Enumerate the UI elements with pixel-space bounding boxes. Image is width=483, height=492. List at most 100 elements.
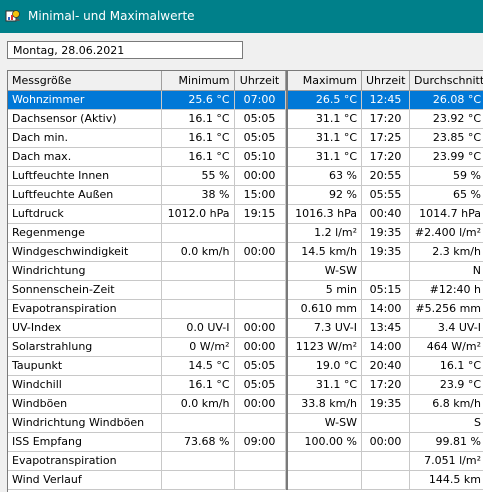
cell-messgroesse: Taupunkt <box>8 356 162 376</box>
column-separator <box>285 280 288 300</box>
table-row[interactable]: Windrichtung W-SW N <box>8 261 483 281</box>
cell-messgroesse: Dachsensor (Aktiv) <box>8 109 162 129</box>
table-row[interactable]: Dachsensor (Aktiv) 16.1 °C 05:05 31.1 °C 17:… <box>8 109 483 129</box>
cell-messgroesse: Dach max. <box>8 147 162 167</box>
cell-maximum: 1.2 l/m² <box>286 223 362 243</box>
cell-uhrzeit-max <box>361 413 410 433</box>
cell-durchschnitt: 99.81 % <box>409 432 483 452</box>
table-row[interactable]: Windgeschwindigkeit 0.0 km/h 00:00 14.5 km/… <box>8 242 483 262</box>
table-row[interactable]: Luftdruck 1012.0 hPa 19:15 1016.3 hPa 00:40 1… <box>8 204 483 224</box>
cell-maximum: 1123 W/m² <box>286 337 362 357</box>
column-separator <box>285 128 288 148</box>
cell-minimum <box>161 261 235 281</box>
cell-uhrzeit-min <box>234 299 286 319</box>
table-row[interactable]: Wind Verlauf 144.5 km <box>8 470 483 490</box>
cell-messgroesse: Windrichtung Windböen <box>8 413 162 433</box>
date-field[interactable]: Montag, 28.06.2021 <box>7 41 243 59</box>
cell-uhrzeit-min: 00:00 <box>234 166 286 186</box>
table-row[interactable]: Evapotranspiration 7.051 l/m² <box>8 451 483 471</box>
cell-minimum: 16.1 °C <box>161 109 235 129</box>
column-separator <box>285 394 288 414</box>
column-separator <box>285 71 288 91</box>
cell-minimum: 0 W/m² <box>161 337 235 357</box>
table-row[interactable]: Windböen 0.0 km/h 00:00 33.8 km/h 19:35 6.8 k… <box>8 394 483 414</box>
cell-uhrzeit-max: 19:35 <box>361 394 410 414</box>
cell-maximum: 31.1 °C <box>286 109 362 129</box>
cell-durchschnitt: 16.1 °C <box>409 356 483 376</box>
cell-maximum <box>286 470 362 490</box>
column-header-uhrzeit-max[interactable]: Uhrzeit <box>361 71 410 91</box>
cell-maximum: 33.8 km/h <box>286 394 362 414</box>
column-separator <box>285 356 288 376</box>
cell-durchschnitt: 144.5 km <box>409 470 483 490</box>
table-row[interactable]: Taupunkt 14.5 °C 05:05 19.0 °C 20:40 16.1 °C <box>8 356 483 376</box>
column-separator <box>285 90 288 110</box>
column-separator <box>285 166 288 186</box>
column-header-uhrzeit-min[interactable]: Uhrzeit <box>234 71 286 91</box>
cell-uhrzeit-min: 05:05 <box>234 375 286 395</box>
cell-messgroesse: Dach min. <box>8 128 162 148</box>
table-row[interactable]: ISS Empfang 73.68 % 09:00 100.00 % 00:00 99.8… <box>8 432 483 452</box>
cell-minimum <box>161 413 235 433</box>
cell-maximum: 31.1 °C <box>286 128 362 148</box>
table-row[interactable]: Dach min. 16.1 °C 05:05 31.1 °C 17:25 23.85 °… <box>8 128 483 148</box>
cell-messgroesse: Luftdruck <box>8 204 162 224</box>
cell-minimum <box>161 223 235 243</box>
column-separator <box>285 109 288 129</box>
cell-messgroesse: Evapotranspiration <box>8 451 162 471</box>
column-header-minimum[interactable]: Minimum <box>161 71 235 91</box>
cell-minimum: 16.1 °C <box>161 128 235 148</box>
column-separator <box>285 147 288 167</box>
cell-maximum: 14.5 km/h <box>286 242 362 262</box>
table-row[interactable]: Luftfeuchte Innen 55 % 00:00 63 % 20:55 59 % <box>8 166 483 186</box>
cell-durchschnitt: 1014.7 hPa <box>409 204 483 224</box>
table-row[interactable]: Windchill 16.1 °C 05:05 31.1 °C 17:20 23.9 °C <box>8 375 483 395</box>
cell-messgroesse: Evapotranspiration <box>8 299 162 319</box>
column-header-durchschnitt[interactable]: Durchschnitt <box>409 71 483 91</box>
table-row[interactable]: Sonnenschein-Zeit 5 min 05:15 #12:40 h <box>8 280 483 300</box>
cell-messgroesse: Regenmenge <box>8 223 162 243</box>
cell-messgroesse: Windgeschwindigkeit <box>8 242 162 262</box>
table-row[interactable]: Wohnzimmer 25.6 °C 07:00 26.5 °C 12:45 26.08 … <box>8 90 483 110</box>
table-row[interactable]: Regenmenge 1.2 l/m² 19:35 #2.400 l/m² <box>8 223 483 243</box>
column-header-maximum[interactable]: Maximum <box>286 71 362 91</box>
column-separator <box>285 299 288 319</box>
cell-uhrzeit-min <box>234 280 286 300</box>
cell-messgroesse: Windchill <box>8 375 162 395</box>
table-row[interactable]: Evapotranspiration 0.610 mm 14:00 #5.256 mm <box>8 299 483 319</box>
title-bar[interactable]: Minimal- und Maximalwerte <box>0 0 483 33</box>
cell-messgroesse: Sonnenschein-Zeit <box>8 280 162 300</box>
cell-maximum: 31.1 °C <box>286 375 362 395</box>
cell-uhrzeit-min: 05:05 <box>234 109 286 129</box>
cell-minimum: 25.6 °C <box>161 90 235 110</box>
cell-uhrzeit-max <box>361 261 410 281</box>
cell-durchschnitt: 65 % <box>409 185 483 205</box>
cell-durchschnitt: #2.400 l/m² <box>409 223 483 243</box>
cell-uhrzeit-max: 17:20 <box>361 147 410 167</box>
cell-minimum: 73.68 % <box>161 432 235 452</box>
cell-messgroesse: Solarstrahlung <box>8 337 162 357</box>
cell-uhrzeit-max: 00:40 <box>361 204 410 224</box>
table-row[interactable]: Dach max. 16.1 °C 05:10 31.1 °C 17:20 23.99 °… <box>8 147 483 167</box>
cell-uhrzeit-max: 20:55 <box>361 166 410 186</box>
cell-uhrzeit-max: 12:45 <box>361 90 410 110</box>
cell-uhrzeit-min: 00:00 <box>234 337 286 357</box>
cell-maximum <box>286 451 362 471</box>
table-row[interactable]: Luftfeuchte Außen 38 % 15:00 92 % 05:55 65 % <box>8 185 483 205</box>
cell-durchschnitt: 26.08 °C <box>409 90 483 110</box>
cell-durchschnitt: #12:40 h <box>409 280 483 300</box>
cell-uhrzeit-max: 05:15 <box>361 280 410 300</box>
cell-uhrzeit-min <box>234 413 286 433</box>
cell-maximum: 5 min <box>286 280 362 300</box>
cell-uhrzeit-max: 14:00 <box>361 299 410 319</box>
table-row[interactable]: UV-Index 0.0 UV-I 00:00 7.3 UV-I 13:45 3.4 UV… <box>8 318 483 338</box>
cell-durchschnitt: 464 W/m² <box>409 337 483 357</box>
cell-messgroesse: Windböen <box>8 394 162 414</box>
values-table[interactable]: Messgröße Minimum Uhrzeit Maximum Uhrzei… <box>7 70 483 492</box>
weather-station-icon <box>5 10 20 22</box>
table-row[interactable]: Solarstrahlung 0 W/m² 00:00 1123 W/m² 14:00 4… <box>8 337 483 357</box>
table-row[interactable]: Windrichtung Windböen W-SW S <box>8 413 483 433</box>
cell-durchschnitt: 23.92 °C <box>409 109 483 129</box>
cell-uhrzeit-min: 09:00 <box>234 432 286 452</box>
column-header-messgroesse[interactable]: Messgröße <box>8 71 162 91</box>
